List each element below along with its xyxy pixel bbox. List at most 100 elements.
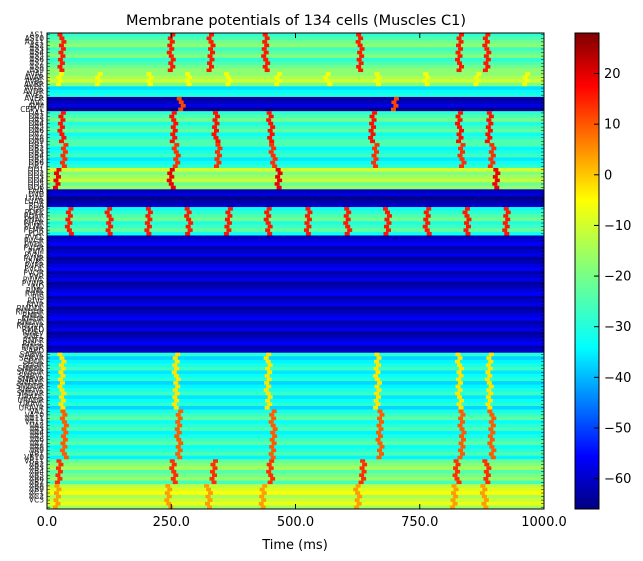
heatmap-row [47,61,544,66]
row-label: AVAL [25,69,44,78]
spike-cell [377,416,383,421]
spike-cell [263,50,269,55]
spike-cell [354,498,360,503]
spike-cell [475,79,481,84]
spike-cell [373,157,379,162]
spike-cell [487,398,493,403]
spike-cell [267,402,273,407]
spike-cell [374,72,380,77]
spike-cell [483,61,489,66]
spike-cell [360,459,366,464]
spike-cell [269,132,275,137]
spike-cell [456,370,462,375]
spike-cell [374,143,380,148]
spike-cell [325,79,331,84]
spike-cell [369,114,375,119]
spike-cell [473,82,479,87]
spike-cell [68,231,74,236]
spike-cell [460,143,466,148]
spike-cell [503,207,509,212]
heatmap-row [47,68,544,73]
spike-cell [479,491,485,496]
heatmap-row [47,342,544,346]
heatmap-row [47,455,544,460]
spike-cell [491,416,497,421]
spike-cell [390,107,396,112]
row-label: PDA [29,201,45,210]
row-label: RIMR [25,290,44,299]
row-label: AS4 [29,48,44,57]
heatmap-row [47,377,544,382]
spike-cell [55,501,61,506]
spike-cell [423,210,429,215]
heatmap-row [47,491,544,496]
heatmap-row [47,501,544,506]
row-label: DB3 [28,148,44,157]
spike-cell [376,430,382,435]
spike-cell [64,224,70,229]
heatmap-row [47,143,544,148]
spike-cell [63,430,69,435]
spike-cell [379,452,384,457]
spike-cell [147,82,153,87]
spike-cell [270,455,276,460]
spike-cell [385,228,391,233]
spike-cell [58,43,64,48]
spike-cell [456,139,462,144]
spike-cell [356,64,362,69]
row-label: AVM [28,101,44,110]
spike-cell [61,359,67,364]
spike-cell [375,370,381,375]
row-label: AS1 [29,30,44,39]
spike-cell [174,391,180,396]
spike-cell [485,363,491,368]
spike-cell [457,395,463,400]
spike-cell [175,377,181,382]
colorbar-tick-label: 20 [604,67,621,82]
heatmap-row [47,246,544,251]
spike-cell [171,469,177,474]
spike-cell [458,381,464,386]
spike-cell [384,210,390,215]
spike-cell [58,72,64,77]
row-label: PVCL [25,233,45,242]
spike-cell [174,366,180,371]
spike-cell [344,207,350,212]
spike-cell [457,125,463,130]
spike-cell [487,164,493,169]
spike-cell [276,79,282,84]
spike-cell [361,477,367,481]
spike-cell [147,217,153,222]
spike-cell [466,217,472,222]
spike-cell [457,54,463,59]
spike-cell [59,356,65,361]
row-label: VA8 [29,442,44,451]
spike-cell [481,494,487,499]
heatmap-row [47,146,544,151]
spike-cell [266,214,272,219]
spike-cell [374,391,380,396]
spike-cell [169,459,175,464]
colorbar-tick-label: −30 [604,320,631,335]
spike-cell [486,118,492,123]
heatmap-row [47,384,544,389]
spike-cell [358,36,364,41]
spike-cell [458,416,464,421]
row-label: VB8 [29,481,44,490]
spike-cell [489,445,495,450]
spike-cell [463,228,469,233]
heatmap-row [47,359,544,364]
spike-cell [457,388,463,393]
row-label: DD1 [28,165,45,174]
spike-cell [212,118,218,123]
heatmap-row [47,86,544,91]
spike-cell [383,224,389,229]
spike-cell [169,167,175,172]
spike-cell [53,171,59,176]
spike-cell [455,384,461,389]
spike-cell [145,214,151,219]
heatmap-row [47,331,544,336]
spike-cell [172,388,178,393]
spike-cell [209,477,215,481]
spike-cell [175,384,181,389]
